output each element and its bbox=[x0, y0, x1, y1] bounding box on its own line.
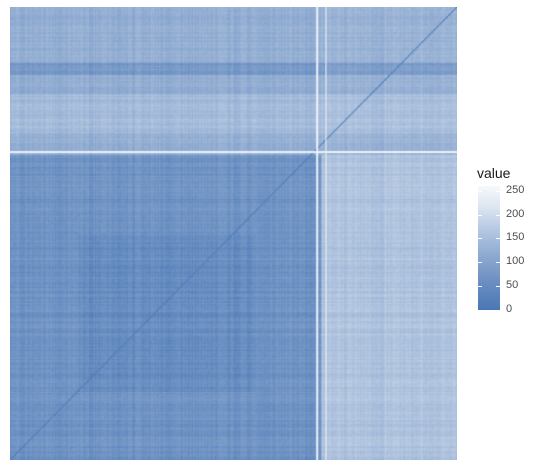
legend-tick-left bbox=[478, 310, 482, 311]
legend-tick-label: 100 bbox=[506, 255, 525, 268]
color-legend: value 0 50 100 150 200 250 bbox=[472, 165, 542, 315]
legend-color-bar bbox=[478, 186, 500, 310]
legend-tick-left bbox=[478, 238, 482, 240]
heatmap-plot bbox=[10, 7, 457, 460]
legend-tick-label: 250 bbox=[506, 183, 525, 196]
legend-tick-label: 200 bbox=[506, 207, 525, 220]
legend-tick-left bbox=[478, 214, 482, 216]
legend-tick-label: 0 bbox=[506, 303, 513, 315]
legend-title: value bbox=[477, 165, 511, 181]
legend-tick-right bbox=[496, 310, 500, 311]
legend-tick-left bbox=[478, 190, 482, 192]
legend-tick-left bbox=[478, 286, 482, 288]
legend-tick-left bbox=[478, 262, 482, 264]
legend-tick-right bbox=[496, 286, 500, 288]
legend-tick-right bbox=[496, 214, 500, 216]
legend-tick-right bbox=[496, 238, 500, 240]
legend-tick-right bbox=[496, 262, 500, 264]
legend-tick-label: 150 bbox=[506, 231, 525, 244]
legend-tick-right bbox=[496, 190, 500, 192]
legend-tick-label: 50 bbox=[506, 279, 519, 292]
